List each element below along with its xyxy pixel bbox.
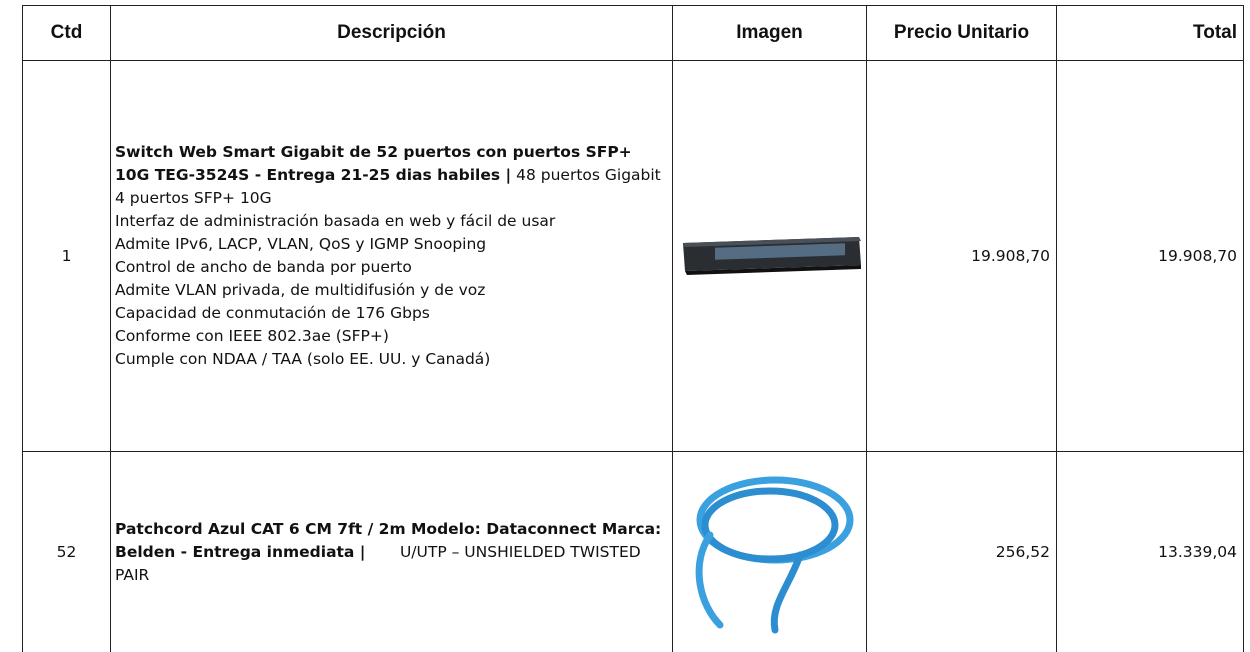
header-cell: Precio Unitario (867, 6, 1057, 61)
page: Ctd Descripción Imagen Precio Unitario T… (0, 0, 1250, 626)
desc-line: Capacidad de conmutación de 176 Gbps (115, 302, 666, 325)
header-cell: Descripción (111, 6, 673, 61)
header-cell: Imagen (673, 6, 867, 61)
desc-line: Admite VLAN privada, de multidifusión y … (115, 279, 666, 302)
row: 52 Patchcord Azul CAT 6 CM 7ft / 2m Mode… (23, 452, 1244, 652)
image-cell (673, 452, 867, 652)
desc-line: 48 puertos Gigabit (516, 166, 661, 184)
description: Switch Web Smart Gigabit de 52 puertos c… (111, 61, 673, 452)
unit-price: 256,52 (867, 452, 1057, 652)
image-cell (673, 61, 867, 452)
qty: 1 (23, 61, 111, 452)
desc-line: Admite IPv6, LACP, VLAN, QoS y IGMP Snoo… (115, 233, 666, 256)
desc-line: Interfaz de administración basada en web… (115, 210, 666, 233)
header-cell: Ctd (23, 6, 111, 61)
description: Patchcord Azul CAT 6 CM 7ft / 2m Modelo:… (111, 452, 673, 652)
unit-price: 19.908,70 (867, 61, 1057, 452)
cable-image (680, 465, 860, 635)
qty: 52 (23, 452, 111, 652)
header-cell: Total (1057, 6, 1244, 61)
desc-line: Conforme con IEEE 802.3ae (SFP+) (115, 325, 666, 348)
desc-line: Control de ancho de banda por puerto (115, 256, 666, 279)
switch-image (679, 229, 865, 279)
desc-line: Cumple con NDAA / TAA (solo EE. UU. y Ca… (115, 348, 666, 371)
total: 19.908,70 (1057, 61, 1244, 452)
row: 1 Switch Web Smart Gigabit de 52 puertos… (23, 61, 1244, 452)
quote-table: Ctd Descripción Imagen Precio Unitario T… (22, 5, 1244, 652)
header-row: Ctd Descripción Imagen Precio Unitario T… (23, 6, 1244, 61)
total: 13.339,04 (1057, 452, 1244, 652)
desc-line: 4 puertos SFP+ 10G (115, 187, 666, 210)
